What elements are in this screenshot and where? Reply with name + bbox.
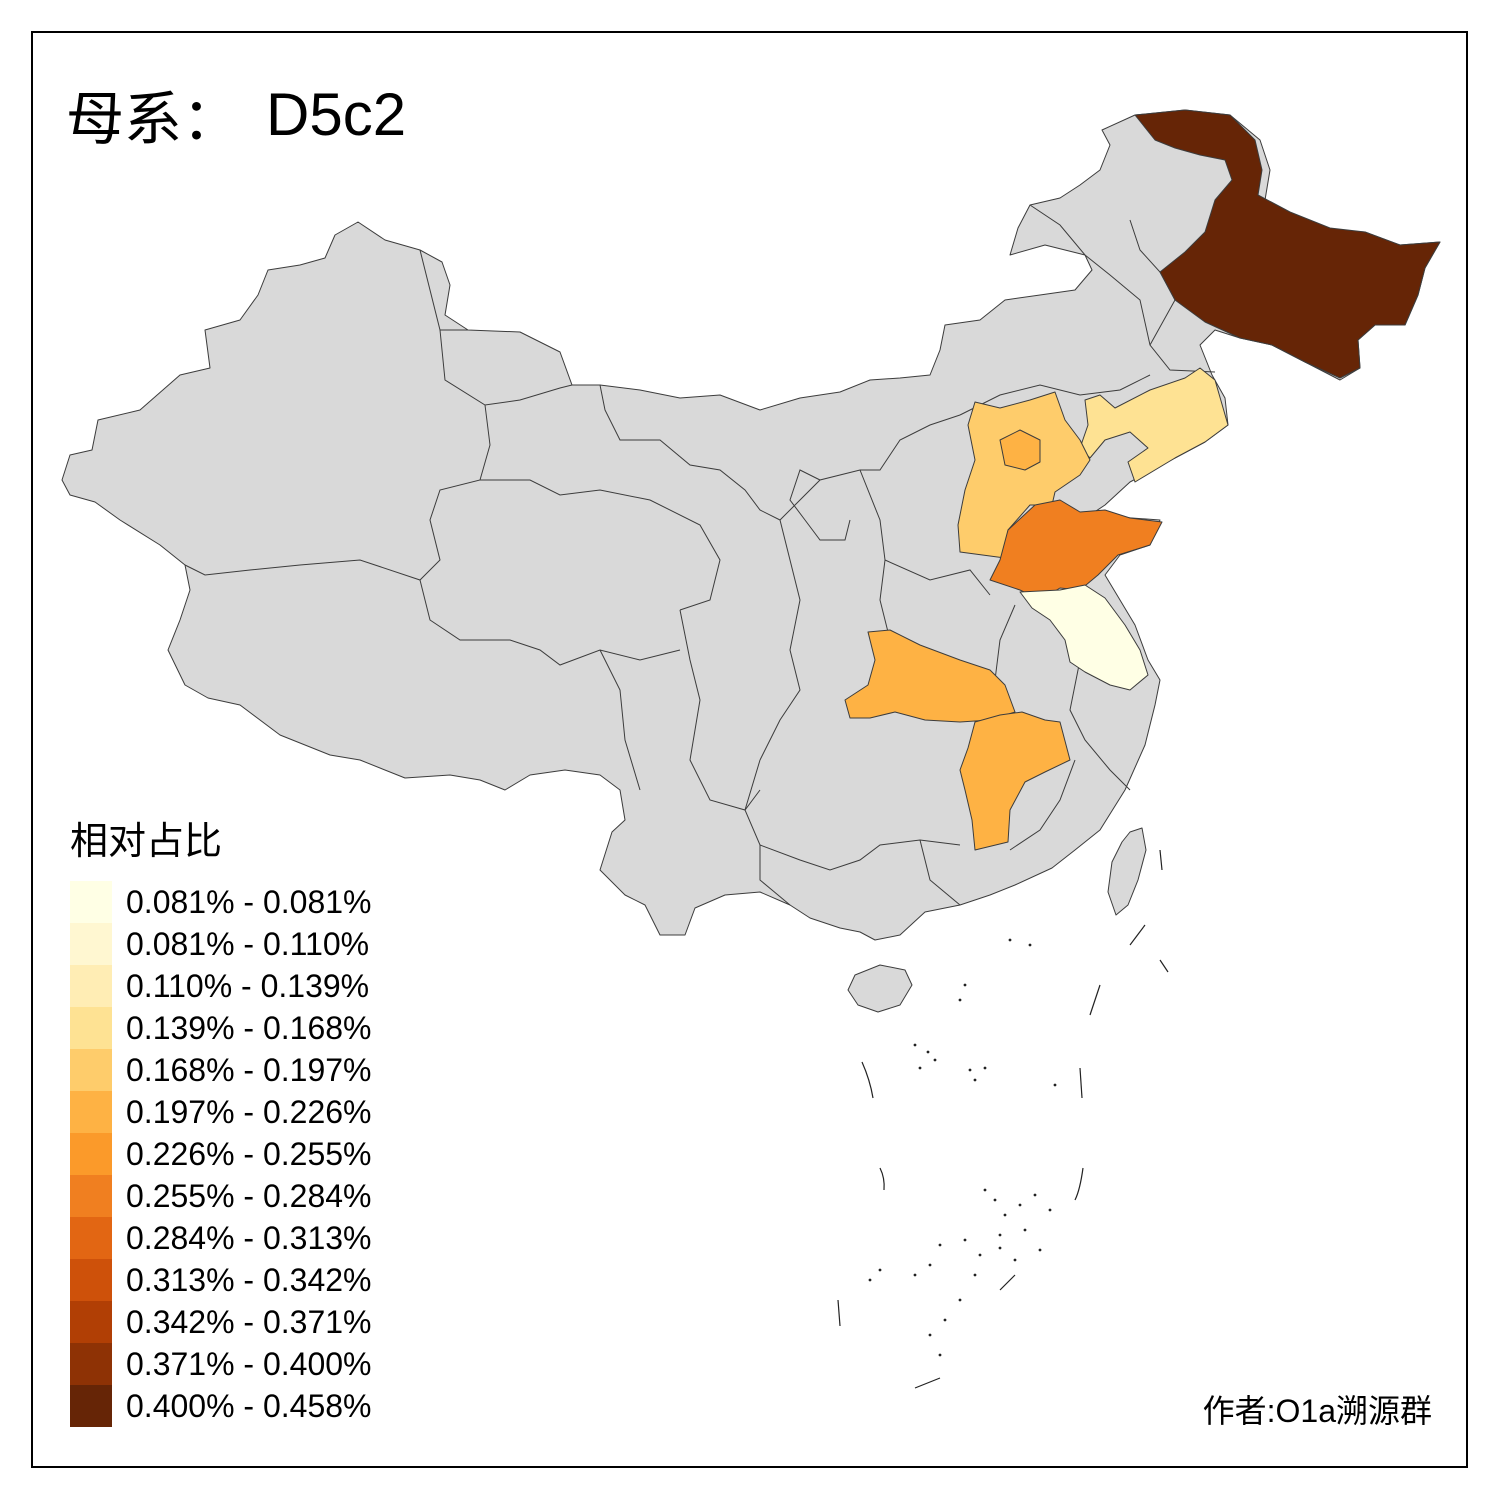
legend-label: 0.139% - 0.168% (126, 1009, 372, 1046)
island-dot (963, 983, 967, 987)
legend-label: 0.168% - 0.197% (126, 1051, 372, 1088)
island-dot (983, 1188, 987, 1192)
legend-label: 0.313% - 0.342% (126, 1261, 372, 1298)
legend-swatch (70, 1049, 112, 1091)
legend-item: 0.139% - 0.168% (70, 1007, 372, 1049)
region-hubei (844, 629, 1016, 723)
title-prefix: 母系： (66, 85, 241, 153)
legend-label: 0.371% - 0.400% (126, 1345, 372, 1382)
region-beijing (999, 429, 1041, 471)
legend-swatch (70, 1175, 112, 1217)
legend-label: 0.226% - 0.255% (126, 1135, 372, 1172)
legend-item: 0.110% - 0.139% (70, 965, 372, 1007)
island-dot (1033, 1193, 1037, 1197)
region-jiangsu (1019, 584, 1149, 691)
legend-item: 0.400% - 0.458% (70, 1385, 372, 1427)
legend-label: 0.110% - 0.139% (126, 967, 370, 1004)
region-shandong (989, 499, 1163, 601)
region-jiangxi (959, 711, 1071, 851)
legend-label: 0.197% - 0.226% (126, 1093, 372, 1130)
legend-item: 0.226% - 0.255% (70, 1133, 372, 1175)
title-haplogroup: D5c2 (266, 80, 407, 148)
region-liaoning (1079, 367, 1229, 483)
island-dot (973, 1273, 977, 1277)
island-dot (938, 1243, 942, 1247)
legend-swatch (70, 1133, 112, 1175)
island-dot (1028, 943, 1032, 947)
legend-items: 0.081% - 0.081% 0.081% - 0.110% 0.110% - 0… (70, 881, 372, 1427)
island-dot (1038, 1248, 1042, 1252)
island-dot (1008, 938, 1012, 942)
legend-swatch (70, 1343, 112, 1385)
legend-item: 0.081% - 0.110% (70, 923, 372, 965)
legend-item: 0.284% - 0.313% (70, 1217, 372, 1259)
author-credit: 作者:O1a溯源群 (1202, 1393, 1432, 1429)
legend-swatch (70, 1217, 112, 1259)
legend-item: 0.255% - 0.284% (70, 1175, 372, 1217)
island-dot (1048, 1208, 1052, 1212)
legend-label: 0.255% - 0.284% (126, 1177, 372, 1214)
legend-swatch (70, 1259, 112, 1301)
hainan-island (847, 964, 913, 1013)
legend-item: 0.197% - 0.226% (70, 1091, 372, 1133)
island-dot (963, 1238, 967, 1242)
legend-item: 0.168% - 0.197% (70, 1049, 372, 1091)
legend-swatch (70, 1007, 112, 1049)
legend-label: 0.342% - 0.371% (126, 1303, 372, 1340)
taiwan-island (1107, 827, 1147, 916)
island-dot (938, 1353, 942, 1357)
legend-swatch (70, 1301, 112, 1343)
legend-label: 0.081% - 0.081% (126, 883, 372, 920)
island-dot (998, 1233, 1002, 1237)
island-dot (1003, 1213, 1007, 1217)
island-dot (913, 1043, 917, 1047)
island-dot (1053, 1083, 1057, 1087)
island-dot (1018, 1203, 1022, 1207)
legend-title: 相对占比 (70, 819, 223, 863)
island-dot (913, 1273, 917, 1277)
legend-swatch (70, 1385, 112, 1427)
island-dot (926, 1050, 930, 1054)
legend-swatch (70, 881, 112, 923)
island-dot (973, 1078, 977, 1082)
island-dot (943, 1318, 947, 1322)
legend: 相对占比 0.081% - 0.081% 0.081% - 0.110% 0.110… (70, 815, 372, 1427)
legend-label: 0.400% - 0.458% (126, 1387, 372, 1424)
island-dot (933, 1058, 937, 1062)
island-dot (998, 1246, 1002, 1250)
island-dot (993, 1198, 997, 1202)
island-dot (878, 1268, 882, 1272)
map-title: 母系： D5c2 (66, 74, 406, 154)
region-heilongjiang (1134, 109, 1441, 379)
island-dots (868, 938, 1057, 1357)
island-dot (918, 1066, 922, 1070)
island-dot (928, 1333, 932, 1337)
legend-item: 0.342% - 0.371% (70, 1301, 372, 1343)
island-dot (983, 1066, 987, 1070)
legend-item: 0.313% - 0.342% (70, 1259, 372, 1301)
legend-item: 0.371% - 0.400% (70, 1343, 372, 1385)
island-dot (868, 1278, 872, 1282)
legend-swatch (70, 923, 112, 965)
legend-label: 0.284% - 0.313% (126, 1219, 372, 1256)
island-dot (958, 998, 962, 1002)
legend-item: 0.081% - 0.081% (70, 881, 372, 923)
island-dot (958, 1298, 962, 1302)
island-dot (1023, 1228, 1027, 1232)
island-dot (968, 1068, 972, 1072)
china-landmass (61, 109, 1441, 941)
south-sea-islands (837, 849, 1169, 1389)
legend-swatch (70, 965, 112, 1007)
legend-swatch (70, 1091, 112, 1133)
legend-label: 0.081% - 0.110% (126, 925, 370, 962)
island-dot (978, 1253, 982, 1257)
island-dot (928, 1263, 932, 1267)
island-dot (1013, 1258, 1017, 1262)
